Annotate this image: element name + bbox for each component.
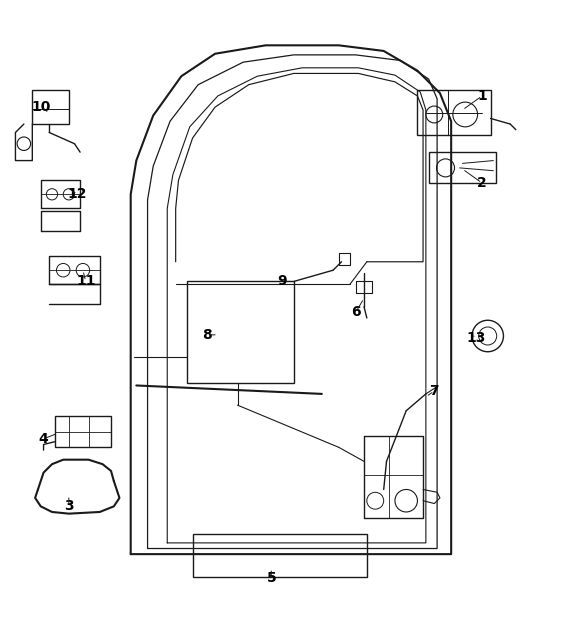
- Text: 5: 5: [266, 570, 276, 584]
- Text: 6: 6: [351, 305, 360, 319]
- Text: 13: 13: [467, 331, 486, 345]
- Text: 8: 8: [202, 328, 211, 342]
- Text: 9: 9: [277, 275, 288, 289]
- Text: 7: 7: [429, 384, 439, 398]
- Text: 11: 11: [76, 275, 95, 289]
- Text: 2: 2: [477, 176, 487, 190]
- Text: 1: 1: [477, 89, 487, 103]
- Text: 10: 10: [31, 100, 50, 114]
- Text: 12: 12: [68, 188, 87, 202]
- Text: 4: 4: [38, 432, 49, 446]
- Text: 3: 3: [64, 499, 73, 513]
